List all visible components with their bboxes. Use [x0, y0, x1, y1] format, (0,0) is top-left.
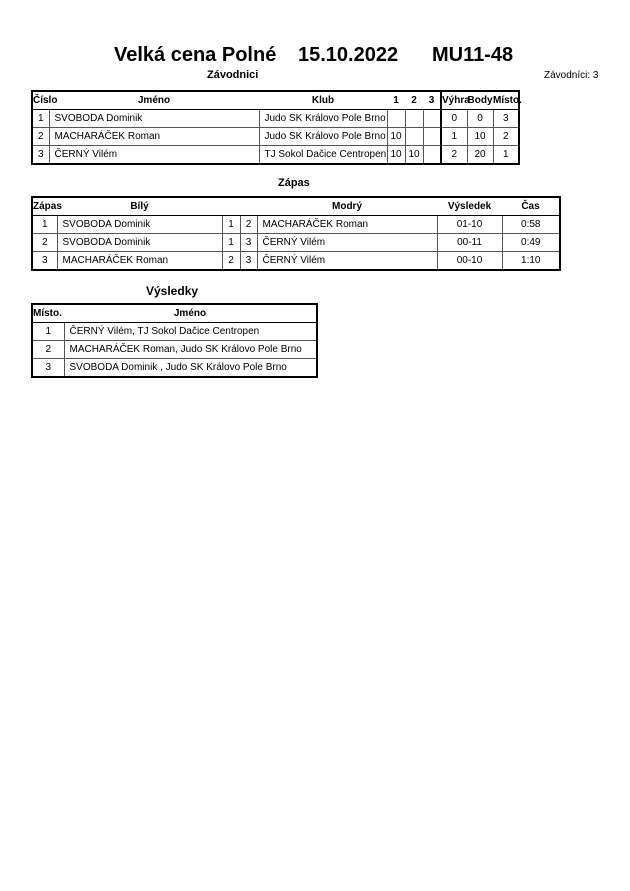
table-cell: SVOBODA Dominik , Judo SK Královo Pole B… — [63, 358, 318, 378]
table-cell: 2 — [239, 215, 258, 234]
table-cell: 3 — [239, 233, 258, 252]
table-cell: 2 — [221, 251, 241, 271]
table-cell: SVOBODA Dominik — [48, 109, 260, 128]
table-cell: 3 — [31, 145, 50, 165]
results-table: Místo. Jméno 1 ČERNÝ Vilém, TJ Sokol Dači… — [31, 303, 318, 378]
col-header: Jméno — [49, 90, 259, 110]
table-cell: 0 — [440, 109, 468, 128]
table-cell: 3 — [31, 358, 65, 378]
table-cell: 1 — [31, 215, 58, 234]
col-header: Místo. — [32, 303, 64, 323]
table-cell: ČERNÝ Vilém — [256, 251, 438, 271]
table-cell: 2 — [492, 127, 520, 146]
matches-table: Zápas Bílý Modrý Výsledek Čas 1 SVOBODA D… — [31, 196, 561, 271]
col-header: Čas — [502, 196, 560, 216]
col-header: Modrý — [257, 196, 437, 216]
col-header: 3 — [423, 90, 441, 110]
table-row: 1 ČERNÝ Vilém, TJ Sokol Dačice Centropen — [31, 322, 318, 341]
table-cell: Judo SK Královo Pole Brno — [258, 109, 388, 128]
table-row: 2 MACHARÁČEK Roman, Judo SK Královo Pole … — [31, 340, 318, 359]
col-header: Bílý — [57, 196, 222, 216]
table-row: 1 SVOBODA Dominik 1 2 MACHARÁČEK Roman 01-10 0… — [31, 215, 561, 234]
table-cell: 1 — [31, 109, 50, 128]
table-cell: 1:10 — [501, 251, 561, 271]
table-cell: TJ Sokol Dačice Centropen — [258, 145, 388, 165]
table-cell: 2 — [440, 145, 468, 165]
table-cell: 20 — [466, 145, 494, 165]
table-cell — [422, 145, 442, 165]
table-cell: ČERNÝ Vilém — [48, 145, 260, 165]
table-cell: Judo SK Královo Pole Brno — [258, 127, 388, 146]
table-row: 1 SVOBODA Dominik Judo SK Královo Pole Brn… — [31, 109, 520, 128]
col-header: Body — [467, 90, 493, 110]
table-cell: ČERNÝ Vilém, TJ Sokol Dačice Centropen — [63, 322, 318, 341]
table-cell: 3 — [239, 251, 258, 271]
table-cell: 0:49 — [501, 233, 561, 252]
col-header: Jméno — [64, 303, 317, 323]
table-header: Místo. Jméno — [32, 303, 317, 323]
table-cell: 1 — [31, 322, 65, 341]
table-row: 3 MACHARÁČEK Roman 2 3 ČERNÝ Vilém 00-10 1:10 — [31, 251, 561, 271]
table-cell: 00-11 — [436, 233, 503, 252]
table-cell — [422, 127, 442, 146]
table-cell: 00-10 — [436, 251, 503, 271]
table-row: 2 SVOBODA Dominik 1 3 ČERNÝ Vilém 00-11 0:49 — [31, 233, 561, 252]
table-cell — [404, 109, 424, 128]
table-row: 2 MACHARÁČEK Roman Judo SK Královo Pole Br… — [31, 127, 520, 146]
table-row: 3 SVOBODA Dominik , Judo SK Královo Pole … — [31, 358, 318, 378]
table-cell: 2 — [31, 233, 58, 252]
table-cell: SVOBODA Dominik — [56, 215, 223, 234]
table-row: 3 ČERNÝ Vilém TJ Sokol Dačice Centropen 10 1… — [31, 145, 520, 165]
competitors-count: Závodníci: 3 — [544, 70, 599, 81]
event-date: 15.10.2022 — [298, 44, 399, 66]
matches-title: Zápas — [278, 177, 310, 189]
competitors-title: Závodnici — [207, 69, 259, 81]
table-cell: 1 — [492, 145, 520, 165]
col-header: Místo. — [493, 90, 522, 110]
col-header: Výsledek — [437, 196, 502, 216]
table-cell: 2 — [31, 340, 65, 359]
table-cell — [386, 109, 406, 128]
table-cell: MACHARÁČEK Roman — [48, 127, 260, 146]
table-cell: MACHARÁČEK Roman — [256, 215, 438, 234]
table-cell: 10 — [386, 145, 406, 165]
table-cell: 3 — [492, 109, 520, 128]
table-cell: 0 — [466, 109, 494, 128]
table-cell: 1 — [221, 233, 241, 252]
table-cell: ČERNÝ Vilém — [256, 233, 438, 252]
table-cell: 2 — [31, 127, 50, 146]
col-header: Klub — [259, 90, 387, 110]
table-cell: 10 — [404, 145, 424, 165]
table-header: Zápas Bílý Modrý Výsledek Čas — [32, 196, 560, 216]
col-header: 2 — [405, 90, 423, 110]
table-cell: SVOBODA Dominik — [56, 233, 223, 252]
col-header: 1 — [387, 90, 405, 110]
table-cell: 10 — [466, 127, 494, 146]
event-name: Velká cena Polné — [114, 44, 277, 66]
table-cell: 0:58 — [501, 215, 561, 234]
col-header: Zápas — [32, 196, 62, 216]
table-cell: MACHARÁČEK Roman, Judo SK Královo Pole B… — [63, 340, 318, 359]
table-cell: 10 — [386, 127, 406, 146]
table-cell: 1 — [440, 127, 468, 146]
competitors-table: Číslo Jméno Klub 1 2 3 Výhra Body Místo.… — [31, 90, 522, 165]
table-cell: MACHARÁČEK Roman — [56, 251, 223, 271]
table-cell — [404, 127, 424, 146]
col-header: Číslo — [32, 90, 57, 110]
table-cell: 01-10 — [436, 215, 503, 234]
table-cell: 1 — [221, 215, 241, 234]
table-cell — [422, 109, 442, 128]
table-cell: 3 — [31, 251, 58, 271]
col-header: Výhra — [440, 90, 470, 110]
results-title: Výsledky — [146, 284, 199, 298]
table-header: Číslo Jméno Klub 1 2 3 Výhra Body Místo. — [32, 90, 522, 110]
event-category: MU11-48 — [432, 44, 514, 66]
